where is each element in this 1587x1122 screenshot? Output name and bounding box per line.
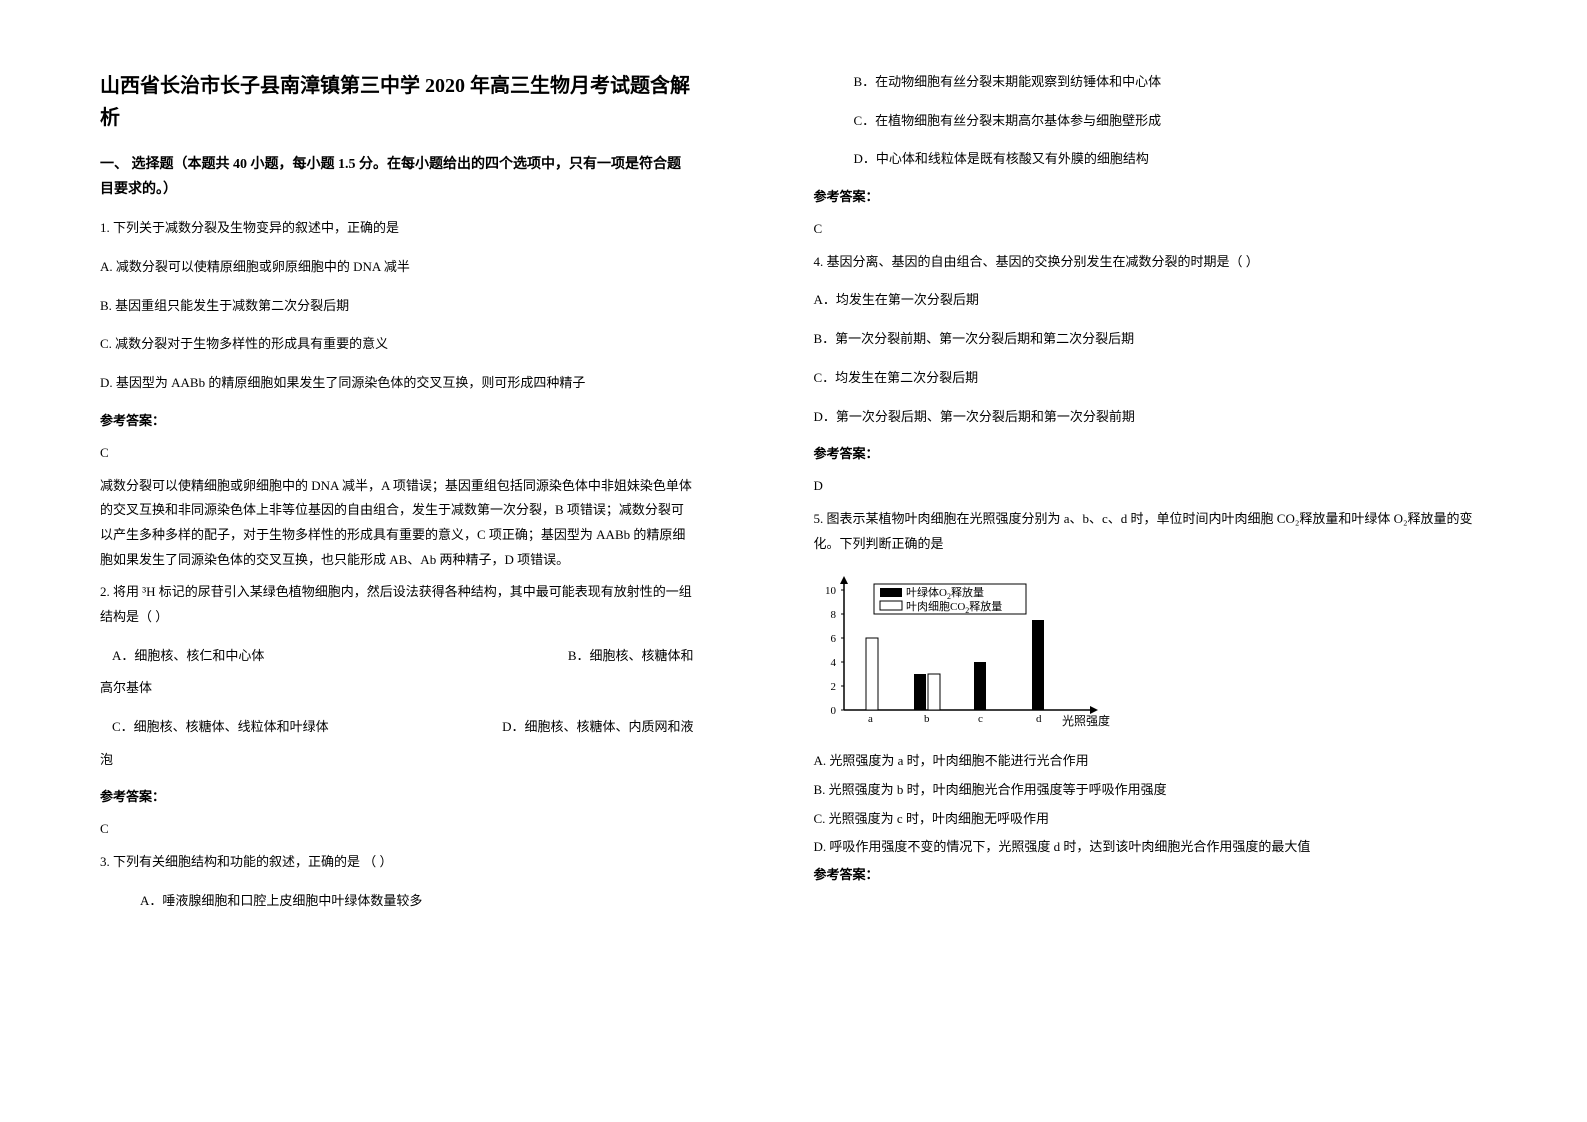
q2-row-cd: C．细胞核、核糖体、线粒体和叶绿体 D．细胞核、核糖体、内质网和液 — [100, 715, 694, 740]
left-column: 山西省长治市长子县南漳镇第三中学 2020 年高三生物月考试题含解析 一、 选择… — [0, 70, 794, 1052]
ytick-2: 2 — [830, 681, 836, 693]
q2-option-b: B．细胞核、核糖体和 — [568, 644, 694, 669]
bar-chart-svg: 0 2 4 6 8 10 叶绿体O2释放量 叶肉细胞CO2释放量 — [814, 570, 1134, 730]
q1-explanation: 减数分裂可以使精细胞或卵细胞中的 DNA 减半，A 项错误；基因重组包括同源染色… — [100, 474, 694, 573]
x-axis-label: 光照强度 — [1062, 713, 1110, 728]
xlabel-c: c — [978, 713, 983, 725]
bar-b-o2 — [914, 674, 926, 710]
q5-option-b: B. 光照强度为 b 时，叶肉细胞光合作用强度等于呼吸作用强度 — [814, 778, 1488, 803]
q4-option-c: C．均发生在第二次分裂后期 — [814, 366, 1488, 391]
bar-group-b: b — [914, 674, 940, 725]
q4-answer-label: 参考答案： — [814, 443, 1488, 462]
section-header: 一、 选择题（本题共 40 小题，每小题 1.5 分。在每小题给出的四个选项中，… — [100, 152, 694, 202]
y-ticks: 0 2 4 6 8 10 — [825, 585, 844, 717]
q1-answer-label: 参考答案： — [100, 410, 694, 429]
q2-option-b-cont: 高尔基体 — [100, 676, 694, 701]
q2-answer: C — [100, 817, 694, 842]
legend-o2: 叶绿体O2释放量 — [906, 585, 984, 601]
q3-option-c: C．在植物细胞有丝分裂末期高尔基体参与细胞壁形成 — [814, 109, 1488, 134]
ytick-0: 0 — [830, 705, 836, 717]
bar-d-o2 — [1032, 620, 1044, 710]
q3-option-a: A．唾液腺细胞和口腔上皮细胞中叶绿体数量较多 — [100, 889, 694, 914]
right-column: B．在动物细胞有丝分裂末期能观察到纺锤体和中心体 C．在植物细胞有丝分裂末期高尔… — [794, 70, 1587, 1052]
ytick-6: 6 — [830, 633, 836, 645]
bar-c-o2 — [974, 662, 986, 710]
bar-group-a: a — [866, 638, 878, 725]
x-axis-arrow — [1090, 706, 1098, 714]
q2-option-a: A．细胞核、核仁和中心体 — [100, 644, 568, 669]
q1-stem: 1. 下列关于减数分裂及生物变异的叙述中，正确的是 — [100, 216, 694, 241]
q3-option-d: D．中心体和线粒体是既有核酸又有外膜的细胞结构 — [814, 147, 1488, 172]
ytick-4: 4 — [830, 657, 836, 669]
q3-option-b: B．在动物细胞有丝分裂末期能观察到纺锤体和中心体 — [814, 70, 1488, 95]
q3-answer-label: 参考答案： — [814, 186, 1488, 205]
ytick-10: 10 — [825, 585, 837, 597]
bar-group-d: d — [1032, 620, 1044, 725]
q4-answer: D — [814, 474, 1488, 499]
q1-option-b: B. 基因重组只能发生于减数第二次分裂后期 — [100, 294, 694, 319]
legend-co2: 叶肉细胞CO2释放量 — [906, 599, 1002, 615]
q5-option-d: D. 呼吸作用强度不变的情况下，光照强度 d 时，达到该叶肉细胞光合作用强度的最… — [814, 835, 1488, 860]
q2-row-ab: A．细胞核、核仁和中心体 B．细胞核、核糖体和 — [100, 644, 694, 669]
q2-option-d: D．细胞核、核糖体、内质网和液 — [502, 715, 693, 740]
q5-answer-label: 参考答案： — [814, 864, 1488, 883]
q1-answer: C — [100, 441, 694, 466]
q4-option-d: D．第一次分裂后期、第一次分裂后期和第一次分裂前期 — [814, 405, 1488, 430]
q2-answer-label: 参考答案： — [100, 786, 694, 805]
q1-option-d: D. 基因型为 AABb 的精原细胞如果发生了同源染色体的交叉互换，则可形成四种… — [100, 371, 694, 396]
q3-stem: 3. 下列有关细胞结构和功能的叙述，正确的是 （ ） — [100, 850, 694, 875]
q4-stem: 4. 基因分离、基因的自由组合、基因的交换分别发生在减数分裂的时期是（ ） — [814, 250, 1488, 275]
xlabel-b: b — [924, 713, 930, 725]
ytick-8: 8 — [830, 609, 836, 621]
bar-b-co2 — [928, 674, 940, 710]
exam-title: 山西省长治市长子县南漳镇第三中学 2020 年高三生物月考试题含解析 — [100, 70, 694, 134]
q1-option-a: A. 减数分裂可以使精原细胞或卵原细胞中的 DNA 减半 — [100, 255, 694, 280]
bar-a-co2 — [866, 638, 878, 710]
q5-stem: 5. 图表示某植物叶肉细胞在光照强度分别为 a、b、c、d 时，单位时间内叶肉细… — [814, 507, 1488, 556]
xlabel-d: d — [1036, 713, 1042, 725]
q4-option-b: B．第一次分裂前期、第一次分裂后期和第二次分裂后期 — [814, 327, 1488, 352]
xlabel-a: a — [868, 713, 873, 725]
q1-option-c: C. 减数分裂对于生物多样性的形成具有重要的意义 — [100, 332, 694, 357]
q2-option-c: C．细胞核、核糖体、线粒体和叶绿体 — [100, 715, 502, 740]
q2-option-d-cont: 泡 — [100, 748, 694, 773]
chart-legend: 叶绿体O2释放量 叶肉细胞CO2释放量 — [874, 584, 1026, 615]
q3-answer: C — [814, 217, 1488, 242]
bar-group-c: c — [974, 662, 986, 725]
q2-stem: 2. 将用 ³H 标记的尿苷引入某绿色植物细胞内，然后设法获得各种结构，其中最可… — [100, 580, 694, 629]
q5-option-c: C. 光照强度为 c 时，叶肉细胞无呼吸作用 — [814, 807, 1488, 832]
q5-option-a: A. 光照强度为 a 时，叶肉细胞不能进行光合作用 — [814, 749, 1488, 774]
y-axis-arrow — [840, 576, 848, 584]
q5-chart: 0 2 4 6 8 10 叶绿体O2释放量 叶肉细胞CO2释放量 — [814, 570, 1488, 735]
q4-option-a: A．均发生在第一次分裂后期 — [814, 288, 1488, 313]
